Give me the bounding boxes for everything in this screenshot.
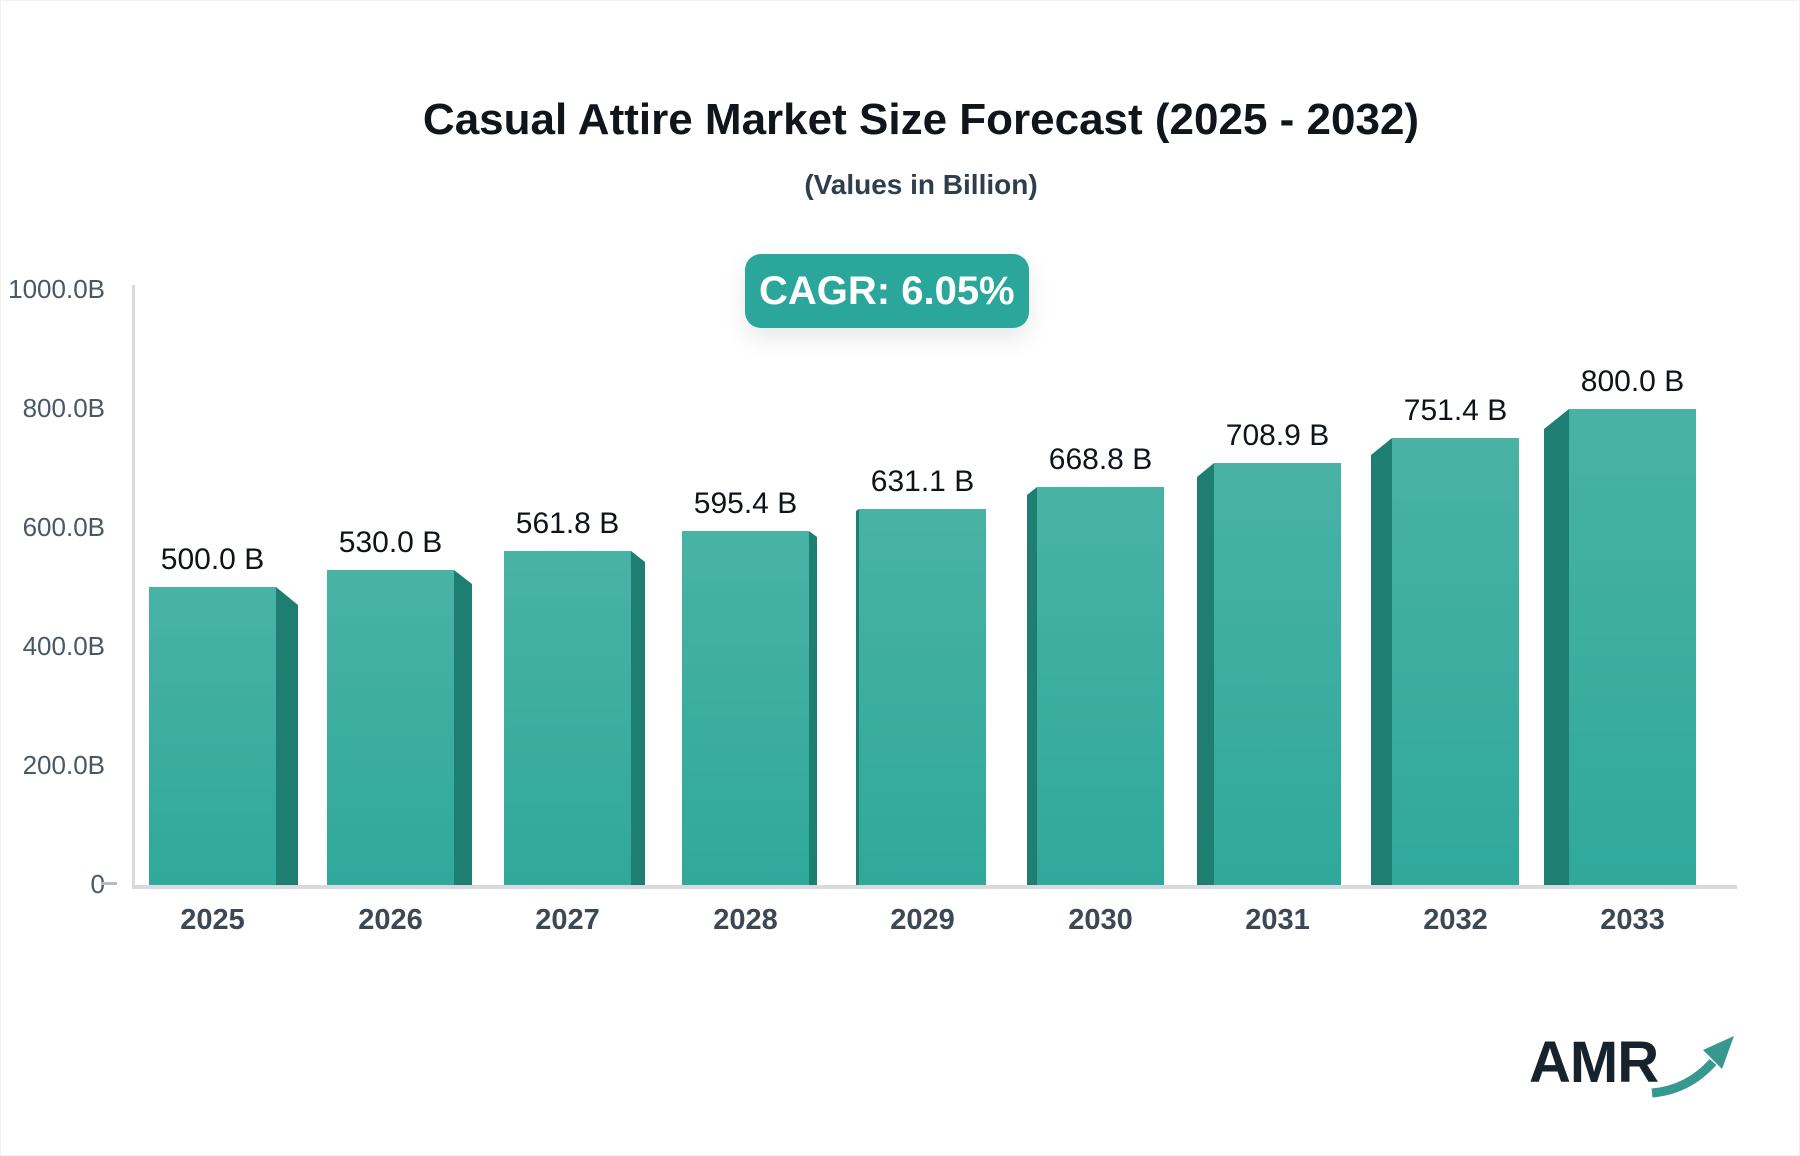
bar-group-2025: 500.0 B 2025 xyxy=(149,543,298,936)
bar-group-2030: 668.8 B 2030 xyxy=(1027,443,1164,936)
y-axis-tick-label: 800.0B xyxy=(22,393,105,423)
x-axis-label-2033: 2033 xyxy=(1600,904,1665,936)
x-axis-label-2025: 2025 xyxy=(180,904,245,936)
x-axis-label-2030: 2030 xyxy=(1068,904,1133,936)
amr-logo-text: AMR xyxy=(1529,1030,1659,1095)
x-axis-label-2027: 2027 xyxy=(535,904,600,936)
bar-2032[interactable] xyxy=(1392,438,1519,885)
y-axis-tick-label: 200.0B xyxy=(22,750,105,780)
x-axis-label-2031: 2031 xyxy=(1245,904,1310,936)
cagr-badge: CAGR: 6.05% xyxy=(745,254,1029,328)
y-axis-line xyxy=(132,285,135,886)
y-axis-tick-label: 400.0B xyxy=(22,631,105,661)
bar-value-label: 561.8 B xyxy=(515,507,620,540)
bar-2029[interactable] xyxy=(859,509,986,885)
bar-group-2032: 751.4 B 2032 xyxy=(1371,394,1519,936)
bar-3d-side xyxy=(276,587,298,885)
bar-value-label: 751.4 B xyxy=(1403,394,1508,427)
bar-2031[interactable] xyxy=(1214,463,1341,885)
bar-3d-side xyxy=(454,570,472,885)
growth-arrow-icon xyxy=(1651,1036,1734,1098)
amr-logo: AMR xyxy=(1529,1029,1734,1115)
bar-group-2033: 800.0 B 2033 xyxy=(1544,365,1696,936)
chart-title: Casual Attire Market Size Forecast (2025… xyxy=(422,95,1420,144)
bar-2030[interactable] xyxy=(1037,487,1164,885)
bar-value-label: 530.0 B xyxy=(338,526,443,559)
x-axis-line xyxy=(132,885,1737,889)
bar-2027[interactable] xyxy=(504,551,631,885)
bar-value-label: 500.0 B xyxy=(160,543,265,576)
bar-2028[interactable] xyxy=(682,531,809,885)
bar-value-label: 631.1 B xyxy=(870,465,975,498)
bar-value-label: 668.8 B xyxy=(1048,443,1153,476)
x-axis-label-2028: 2028 xyxy=(713,904,778,936)
y-axis-tick-label: 600.0B xyxy=(22,512,105,542)
bar-2033[interactable] xyxy=(1569,409,1696,885)
bar-group-2029: 631.1 B 2029 xyxy=(856,465,986,936)
chart-subtitle: (Values in Billion) xyxy=(804,169,1038,200)
bar-group-2026: 530.0 B 2026 xyxy=(327,526,472,936)
bar-value-label: 708.9 B xyxy=(1225,419,1330,452)
bar-value-label: 595.4 B xyxy=(693,487,798,520)
bar-3d-side xyxy=(856,509,859,885)
x-axis-label-2032: 2032 xyxy=(1423,904,1488,936)
bar-3d-side xyxy=(631,551,645,885)
x-axis-label-2029: 2029 xyxy=(890,904,955,936)
bar-3d-side xyxy=(1371,438,1392,885)
bar-3d-side xyxy=(1197,463,1214,885)
bar-2025[interactable] xyxy=(149,587,276,885)
bar-group-2028: 595.4 B 2028 xyxy=(682,487,817,936)
bar-2026[interactable] xyxy=(327,570,454,885)
bar-3d-side xyxy=(809,531,817,885)
y-axis-tick-label: 0 xyxy=(90,869,105,899)
bar-group-2031: 708.9 B 2031 xyxy=(1197,419,1341,936)
y-axis-tick-label: 1000.0B xyxy=(8,274,105,304)
bar-3d-side xyxy=(1544,409,1569,885)
bar-group-2027: 561.8 B 2027 xyxy=(504,507,645,936)
bar-3d-side xyxy=(1027,487,1037,885)
bar-value-label: 800.0 B xyxy=(1580,365,1685,398)
y-axis-zero-tick xyxy=(102,882,117,885)
x-axis-label-2026: 2026 xyxy=(358,904,423,936)
